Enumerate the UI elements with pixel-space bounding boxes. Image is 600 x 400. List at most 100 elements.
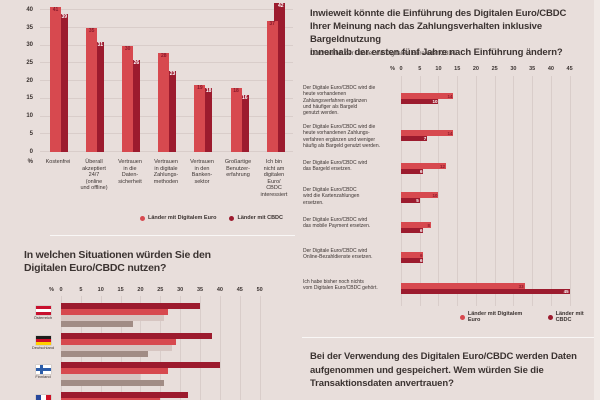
country-bar [61, 339, 177, 345]
payment-change-chart-title: Inwieweit könnte die Einführung des Digi… [310, 8, 567, 58]
bar-value-label: 10 [432, 192, 438, 198]
bar-value-label: 39 [61, 13, 67, 20]
bar-cbdc: 6 [401, 257, 424, 263]
bar-value-label: 42 [278, 3, 284, 10]
left-section-divider [50, 235, 295, 236]
country-bar [61, 362, 220, 368]
bar-digital-euro: 8 [401, 222, 431, 228]
y-tick-label: 25 [26, 59, 33, 66]
gridline [532, 76, 534, 306]
country-label: Finnland [35, 374, 51, 379]
y-tick-label: 10 [26, 113, 33, 120]
country-bar-group [61, 333, 212, 357]
bar-group: 16 18 [221, 0, 257, 152]
legend-item: Länder mit CBDC [547, 311, 600, 323]
x-tick-label: 5 [418, 66, 422, 72]
x-tick-label: 15 [454, 66, 461, 72]
country-bar [61, 333, 212, 339]
reasons-chart-plot: 39 41 31 35 26 30 23 28 18 19 16 18 42 37 [40, 0, 293, 152]
fi-flag-icon [35, 365, 51, 374]
x-tick-label: 40 [547, 66, 554, 72]
reasons-chart-y-axis: 0 5 10 15 20 25 30 35 40% [0, 0, 36, 172]
payment-change-chart-legend: Länder mit Digitalem Euro Länder mit CBDC [460, 311, 600, 323]
bar-digital-euro: 12 [401, 163, 446, 169]
bar-cbdc: 16 [237, 95, 249, 152]
gridline [239, 296, 241, 400]
country-bar [61, 303, 201, 309]
country-label: Deutschland [31, 345, 55, 350]
x-tick-label: 10 [97, 287, 104, 293]
bar-digital-euro: 41 [50, 6, 61, 152]
x-tick-label: 0 [399, 66, 403, 72]
bar-cbdc: 5 [401, 197, 420, 203]
bar-value-label: 14 [447, 93, 453, 99]
row-label: Der Digitale Euro/CBDC wird die heute vo… [303, 124, 380, 149]
payment-change-chart-subtitle: Durchschnitt der Länder mit Digitalem Eu… [310, 51, 458, 57]
row-label: Der Digitale Euro/CBDC wird das mobile P… [303, 217, 371, 230]
x-tick-label: 40 [216, 287, 223, 293]
country-bar [61, 345, 173, 351]
bar-value-label: 31 [97, 42, 104, 49]
gridline [569, 76, 571, 306]
bar-digital-euro: 33 [401, 283, 525, 289]
x-axis-unit-label: % [390, 66, 395, 72]
x-tick-label: 25 [491, 66, 498, 72]
legend-dot-icon [460, 314, 465, 320]
bar-value-label: 6 [419, 252, 423, 258]
payment-change-chart-x-axis: % 0 5 10 15 20 25 30 35 40 45 [303, 66, 593, 74]
country-bar [61, 392, 189, 398]
y-tick-label: 40 [26, 6, 33, 13]
situations-chart-x-axis: % 0 5 10 15 20 25 30 35 40 45 50 [0, 287, 300, 295]
x-tick-label: 25 [157, 287, 164, 293]
bar-digital-euro: 30 [122, 45, 134, 152]
at-flag-icon [35, 306, 51, 315]
country-bar-group [61, 362, 220, 386]
x-tick-label: 15 [117, 287, 124, 293]
bar-digital-euro: 35 [86, 28, 98, 152]
y-tick-label: 15 [26, 95, 33, 102]
row-label: Der Digitale Euro/CBDC wird das Bargeld … [303, 160, 368, 173]
legend-dot-icon [229, 215, 235, 221]
x-tick-label: 30 [510, 66, 517, 72]
gridline [494, 76, 496, 306]
x-tick-label: 35 [529, 66, 536, 72]
bar-value-label: 6 [419, 258, 423, 263]
reasons-chart-legend: Länder mit Digitalem Euro Länder mit CBDC [140, 215, 283, 221]
situations-chart-plot [61, 296, 301, 400]
bar-value-label: 41 [52, 6, 59, 13]
bar-digital-euro: 10 [401, 192, 439, 198]
category-label: Überall akzeptiert 24/7 (online und offl… [80, 159, 108, 191]
legend-item: Länder mit CBDC [229, 215, 283, 221]
x-tick-label: 5 [79, 287, 83, 293]
category-label: Vertrauen in digitale Zahlungs- methoden [153, 159, 179, 185]
y-tick-label: 30 [26, 42, 33, 49]
category-label: Vertrauen in die Daten- sicherheit [118, 159, 142, 185]
x-tick-label: 20 [137, 287, 144, 293]
bar-value-label: 45 [563, 289, 569, 294]
gridline [438, 76, 440, 306]
bar-group: 42 37 [257, 0, 293, 152]
gridline [419, 76, 421, 306]
category-label: Großartige Benutzer- erfahrung [224, 159, 252, 178]
legend-item: Länder mit Digitalem Euro [460, 311, 535, 323]
bar-value-label: 6 [419, 169, 423, 174]
row-label: Der Digitale Euro/CBDC wird die Kartenza… [303, 187, 360, 206]
bar-value-label: 7 [423, 136, 427, 141]
gridline [513, 76, 515, 306]
bar-value-label: 16 [241, 95, 248, 102]
bar-cbdc: 6 [401, 227, 424, 233]
category-label: Ich bin nicht am digitalen Euro/ CBDC in… [260, 159, 288, 198]
bar-value-label: 18 [233, 88, 239, 95]
legend-dot-icon [547, 314, 553, 320]
bar-digital-euro: 37 [266, 20, 278, 152]
gridline [40, 27, 293, 29]
country-bar [61, 380, 165, 386]
bar-value-label: 37 [269, 20, 275, 27]
bar-digital-euro: 14 [401, 130, 454, 136]
gridline [40, 44, 293, 46]
country-bar [61, 351, 149, 357]
payment-change-chart-rows: Der Digitale Euro/CBDC wird die heute vo… [303, 80, 595, 310]
country-bar [61, 315, 165, 321]
bar-value-label: 19 [197, 84, 203, 91]
